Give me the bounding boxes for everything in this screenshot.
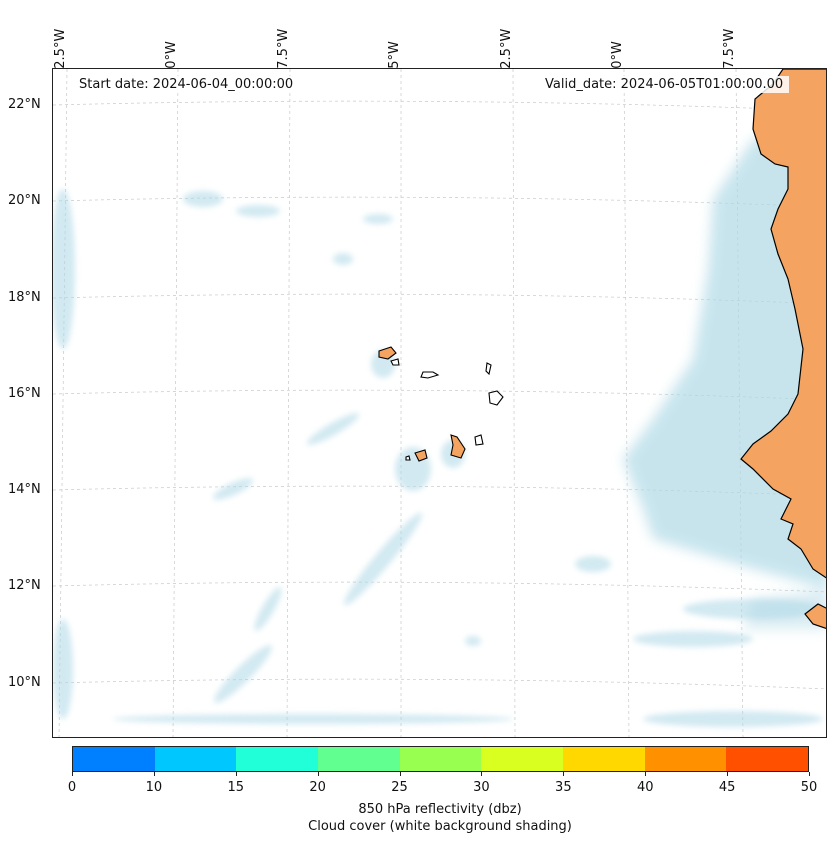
lat-label-14n: 14°N: [8, 482, 41, 497]
island-boa-vista: [488, 390, 504, 406]
colorbar-segment: [73, 747, 155, 771]
lat-label-18n: 18°N: [8, 290, 41, 305]
island-santo-antao: [378, 346, 397, 360]
colorbar-segment: [154, 747, 237, 771]
lat-label-10n: 10°N: [8, 675, 41, 690]
africa-coast: [740, 69, 826, 629]
colorbar-label: 850 hPa reflectivity (dbz): [358, 802, 522, 817]
lat-label-20n: 20°N: [8, 193, 41, 208]
map-panel[interactable]: [52, 68, 827, 738]
colorbar-tick-label: 15: [227, 780, 245, 795]
colorbar-tick: [399, 772, 401, 776]
colorbar-tick-label: 50: [800, 780, 818, 795]
colorbar-tick: [645, 772, 647, 776]
colorbar-tick-label: 30: [473, 780, 490, 795]
island-brava: [405, 455, 411, 461]
colorbar-tick: [563, 772, 565, 776]
colorbar-tick-label: 35: [555, 780, 572, 795]
colorbar-tick: [481, 772, 483, 776]
island-sal: [485, 362, 492, 376]
colorbar-tick: [72, 772, 73, 776]
island-fogo: [414, 449, 428, 462]
cloud-cover: [53, 129, 826, 727]
colorbar-segment: [481, 747, 564, 771]
colorbar-sublabel: Cloud cover (white background shading): [308, 819, 572, 834]
colorbar-tick: [317, 772, 319, 776]
colorbar: [72, 746, 809, 772]
colorbar-segment: [318, 747, 400, 771]
colorbar-tick-label: 0: [67, 780, 77, 795]
colorbar-tick-label: 10: [145, 780, 163, 795]
island-sao-vicente: [390, 358, 400, 366]
colorbar-segment: [236, 747, 319, 771]
colorbar-tick: [153, 772, 155, 776]
island-maio: [474, 434, 484, 446]
valid-date-label: Valid_date: 2024-06-05T01:00:00.00: [539, 76, 790, 93]
colorbar-tick-label: 25: [391, 780, 408, 795]
lat-label-22n: 22°N: [8, 97, 41, 112]
cape-verde-islands: [378, 346, 504, 462]
start-date-label: Start date: 2024-06-04_00:00:00: [73, 76, 300, 93]
colorbar-segment: [726, 747, 809, 771]
colorbar-segment: [644, 747, 727, 771]
colorbar-tick-label: 20: [309, 780, 326, 795]
colorbar-tick: [809, 772, 810, 776]
colorbar-tick-label: 40: [636, 780, 654, 795]
lat-label-12n: 12°N: [8, 578, 41, 593]
colorbar-tick: [727, 772, 729, 776]
colorbar-segment: [399, 747, 482, 771]
colorbar-segment: [563, 747, 645, 771]
island-sao-nicolau: [420, 371, 440, 379]
island-santiago: [450, 434, 466, 459]
colorbar-tick-label: 45: [718, 780, 736, 795]
map-canvas: [53, 69, 826, 737]
lat-label-16n: 16°N: [8, 386, 41, 401]
colorbar-tick: [235, 772, 237, 776]
